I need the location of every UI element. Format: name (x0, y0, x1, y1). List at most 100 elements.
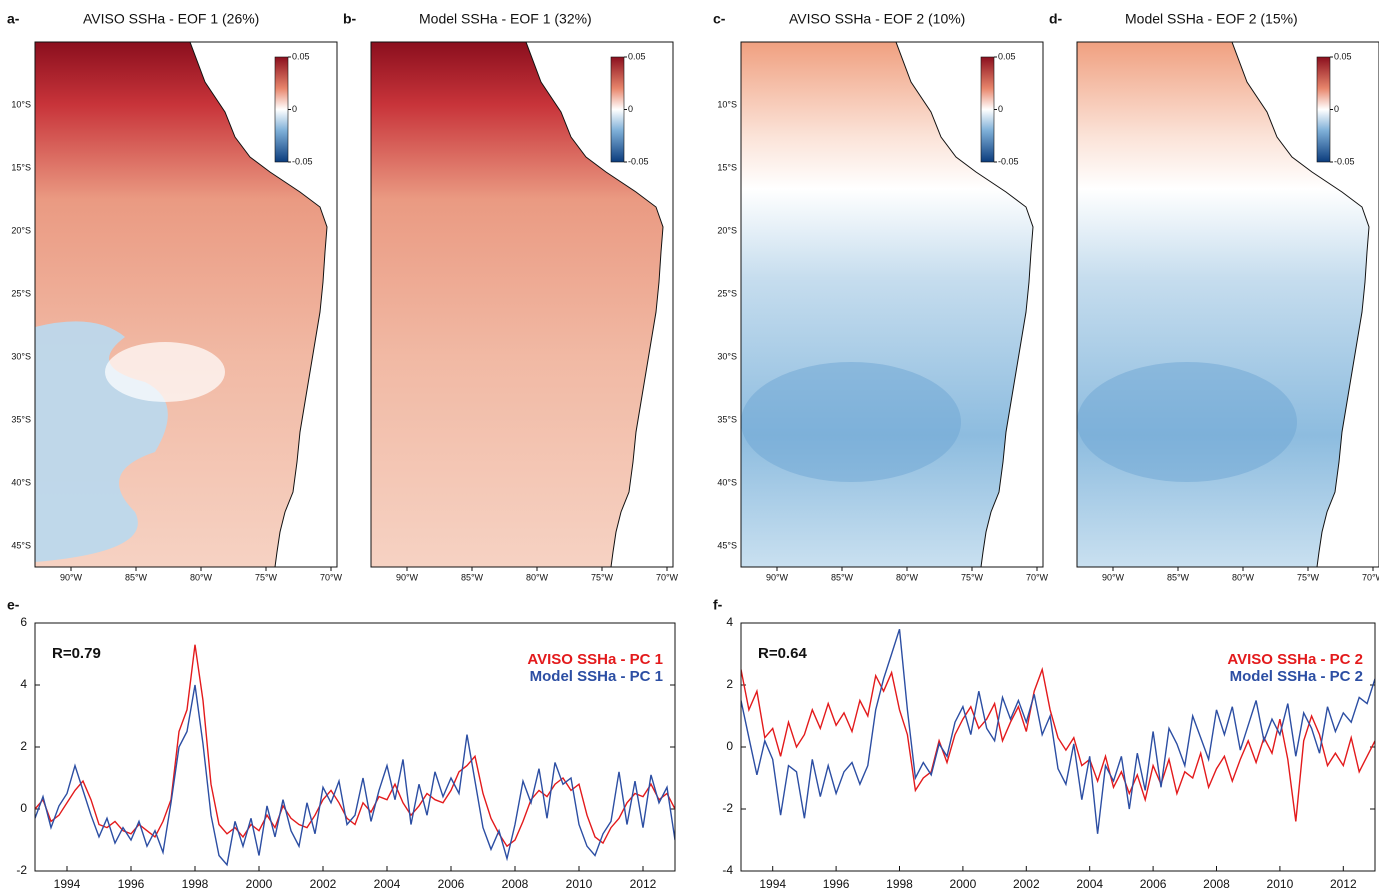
y-tick-label: -2 (16, 863, 27, 877)
legend-entry: Model SSHa - PC 1 (530, 668, 663, 685)
map-title: AVISO SSHa - EOF 1 (26%) (83, 11, 259, 27)
lon-label: 75°W (961, 572, 984, 582)
lon-label: 90°W (766, 572, 789, 582)
x-tick-label: 2006 (438, 877, 465, 891)
colorbar (1316, 56, 1331, 163)
lat-label: 25°S (11, 288, 31, 298)
panel-letter: a- (7, 11, 20, 27)
lon-label: 90°W (1102, 572, 1125, 582)
lon-label: 90°W (396, 572, 419, 582)
x-tick-label: 2008 (1203, 877, 1230, 891)
x-tick-label: 2000 (246, 877, 273, 891)
panel-letter: c- (713, 11, 726, 27)
colorbar (610, 56, 625, 163)
lat-label: 15°S (717, 162, 737, 172)
map-title: Model SSHa - EOF 2 (15%) (1125, 11, 1298, 27)
x-tick-label: 1998 (182, 877, 209, 891)
land (895, 42, 1043, 567)
series-line (35, 644, 675, 848)
x-tick-label: 2006 (1140, 877, 1167, 891)
plot-frame (34, 622, 676, 872)
lat-label: 35°S (717, 414, 737, 424)
x-tick-label: 1994 (759, 877, 786, 891)
x-tick-label: 2002 (310, 877, 337, 891)
land (525, 42, 673, 567)
series-line (741, 628, 1375, 834)
x-tick-label: 2010 (1267, 877, 1294, 891)
lat-label: 20°S (717, 225, 737, 235)
map-field (741, 42, 1043, 567)
x-tick-label: 1996 (118, 877, 145, 891)
y-tick-label: 0 (20, 801, 27, 815)
map-frame (1076, 41, 1379, 568)
x-tick-label: 2012 (1330, 877, 1357, 891)
panel-letter: e- (7, 597, 20, 613)
map-frame (370, 41, 674, 568)
lon-label: 85°W (1167, 572, 1190, 582)
lat-label: 20°S (11, 225, 31, 235)
map-panel (1076, 41, 1379, 568)
annotation: R=0.64 (758, 645, 807, 662)
map-title: AVISO SSHa - EOF 2 (10%) (789, 11, 965, 27)
lat-label: 30°S (11, 351, 31, 361)
y-tick-label: 4 (726, 615, 733, 629)
lon-label: 80°W (526, 572, 549, 582)
x-tick-label: 2004 (374, 877, 401, 891)
lon-label: 80°W (896, 572, 919, 582)
y-tick-label: -2 (722, 801, 733, 815)
y-tick-label: -4 (722, 863, 733, 877)
map-field (35, 42, 337, 567)
lon-label: 75°W (1297, 572, 1320, 582)
lat-label: 45°S (11, 540, 31, 550)
lon-label: 85°W (125, 572, 148, 582)
x-tick-label: 2002 (1013, 877, 1040, 891)
legend-entry: Model SSHa - PC 2 (1230, 668, 1363, 685)
x-tick-label: 2004 (1076, 877, 1103, 891)
colorbar-label: 0 (292, 104, 297, 114)
colorbar-label: -0.05 (628, 156, 649, 166)
series-line (35, 684, 675, 867)
x-tick-label: 2012 (630, 877, 657, 891)
legend-entry: AVISO SSHa - PC 2 (1227, 651, 1363, 668)
colorbar-label: -0.05 (292, 156, 313, 166)
strong-negative (1077, 362, 1297, 482)
colorbar (274, 56, 289, 163)
strong-negative (741, 362, 961, 482)
map-title: Model SSHa - EOF 1 (32%) (419, 11, 592, 27)
lat-label: 25°S (717, 288, 737, 298)
y-tick-label: 2 (726, 677, 733, 691)
neutral-patch (105, 342, 225, 402)
lon-label: 85°W (831, 572, 854, 582)
lon-label: 70°W (656, 572, 679, 582)
y-tick-label: 0 (726, 739, 733, 753)
map-field (371, 42, 673, 567)
lat-label: 35°S (11, 414, 31, 424)
y-tick-label: 2 (20, 739, 27, 753)
map-frame (34, 41, 338, 568)
colorbar-label: 0 (628, 104, 633, 114)
x-tick-label: 1994 (54, 877, 81, 891)
lon-label: 90°W (60, 572, 83, 582)
panel-letter: b- (343, 11, 357, 27)
plot-frame (740, 622, 1376, 872)
x-tick-label: 1998 (886, 877, 913, 891)
colorbar-label: 0.05 (998, 51, 1016, 61)
lon-label: 70°W (320, 572, 343, 582)
colorbar-label: 0.05 (292, 51, 310, 61)
lat-label: 40°S (717, 477, 737, 487)
y-tick-label: 4 (20, 677, 27, 691)
panel-letter: d- (1049, 11, 1063, 27)
colorbar (980, 56, 995, 163)
lat-label: 45°S (717, 540, 737, 550)
lon-label: 75°W (255, 572, 278, 582)
colorbar-label: -0.05 (1334, 156, 1355, 166)
lat-label: 10°S (11, 99, 31, 109)
lon-label: 75°W (591, 572, 614, 582)
lat-label: 40°S (11, 477, 31, 487)
colorbar-label: 0.05 (1334, 51, 1352, 61)
panel-letter: f- (713, 597, 723, 613)
map-panel (34, 41, 338, 568)
annotation: R=0.79 (52, 645, 101, 662)
series-line (741, 666, 1375, 822)
x-tick-label: 2000 (950, 877, 977, 891)
